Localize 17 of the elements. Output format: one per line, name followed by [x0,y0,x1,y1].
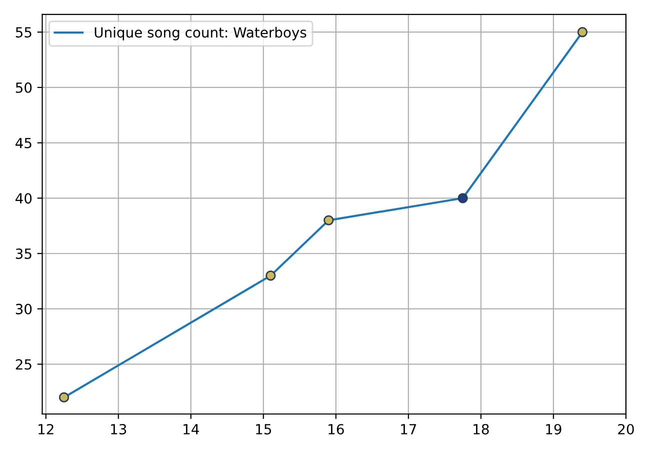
x-tick-label: 20 [618,424,634,434]
x-tick-label: 18 [474,424,489,434]
y-tick-label: 35 [16,248,32,259]
x-tick-label: 14 [184,424,199,434]
x-tick-label: 17 [401,424,416,434]
y-tick-label: 50 [16,82,32,93]
x-tick-label: 19 [546,424,562,434]
x-tick-label: 16 [328,424,344,434]
x-tick-label: 13 [111,424,126,434]
x-tick-label: 12 [38,424,54,434]
y-tick-label: 30 [16,304,32,314]
y-tick-label: 40 [16,193,32,204]
y-tick-label: 25 [16,359,32,370]
x-tick-label: 15 [256,424,272,434]
y-tick-label: 55 [16,27,32,38]
y-tick-label: 45 [16,138,32,148]
legend-label: Unique song count: Waterboys [94,26,306,40]
